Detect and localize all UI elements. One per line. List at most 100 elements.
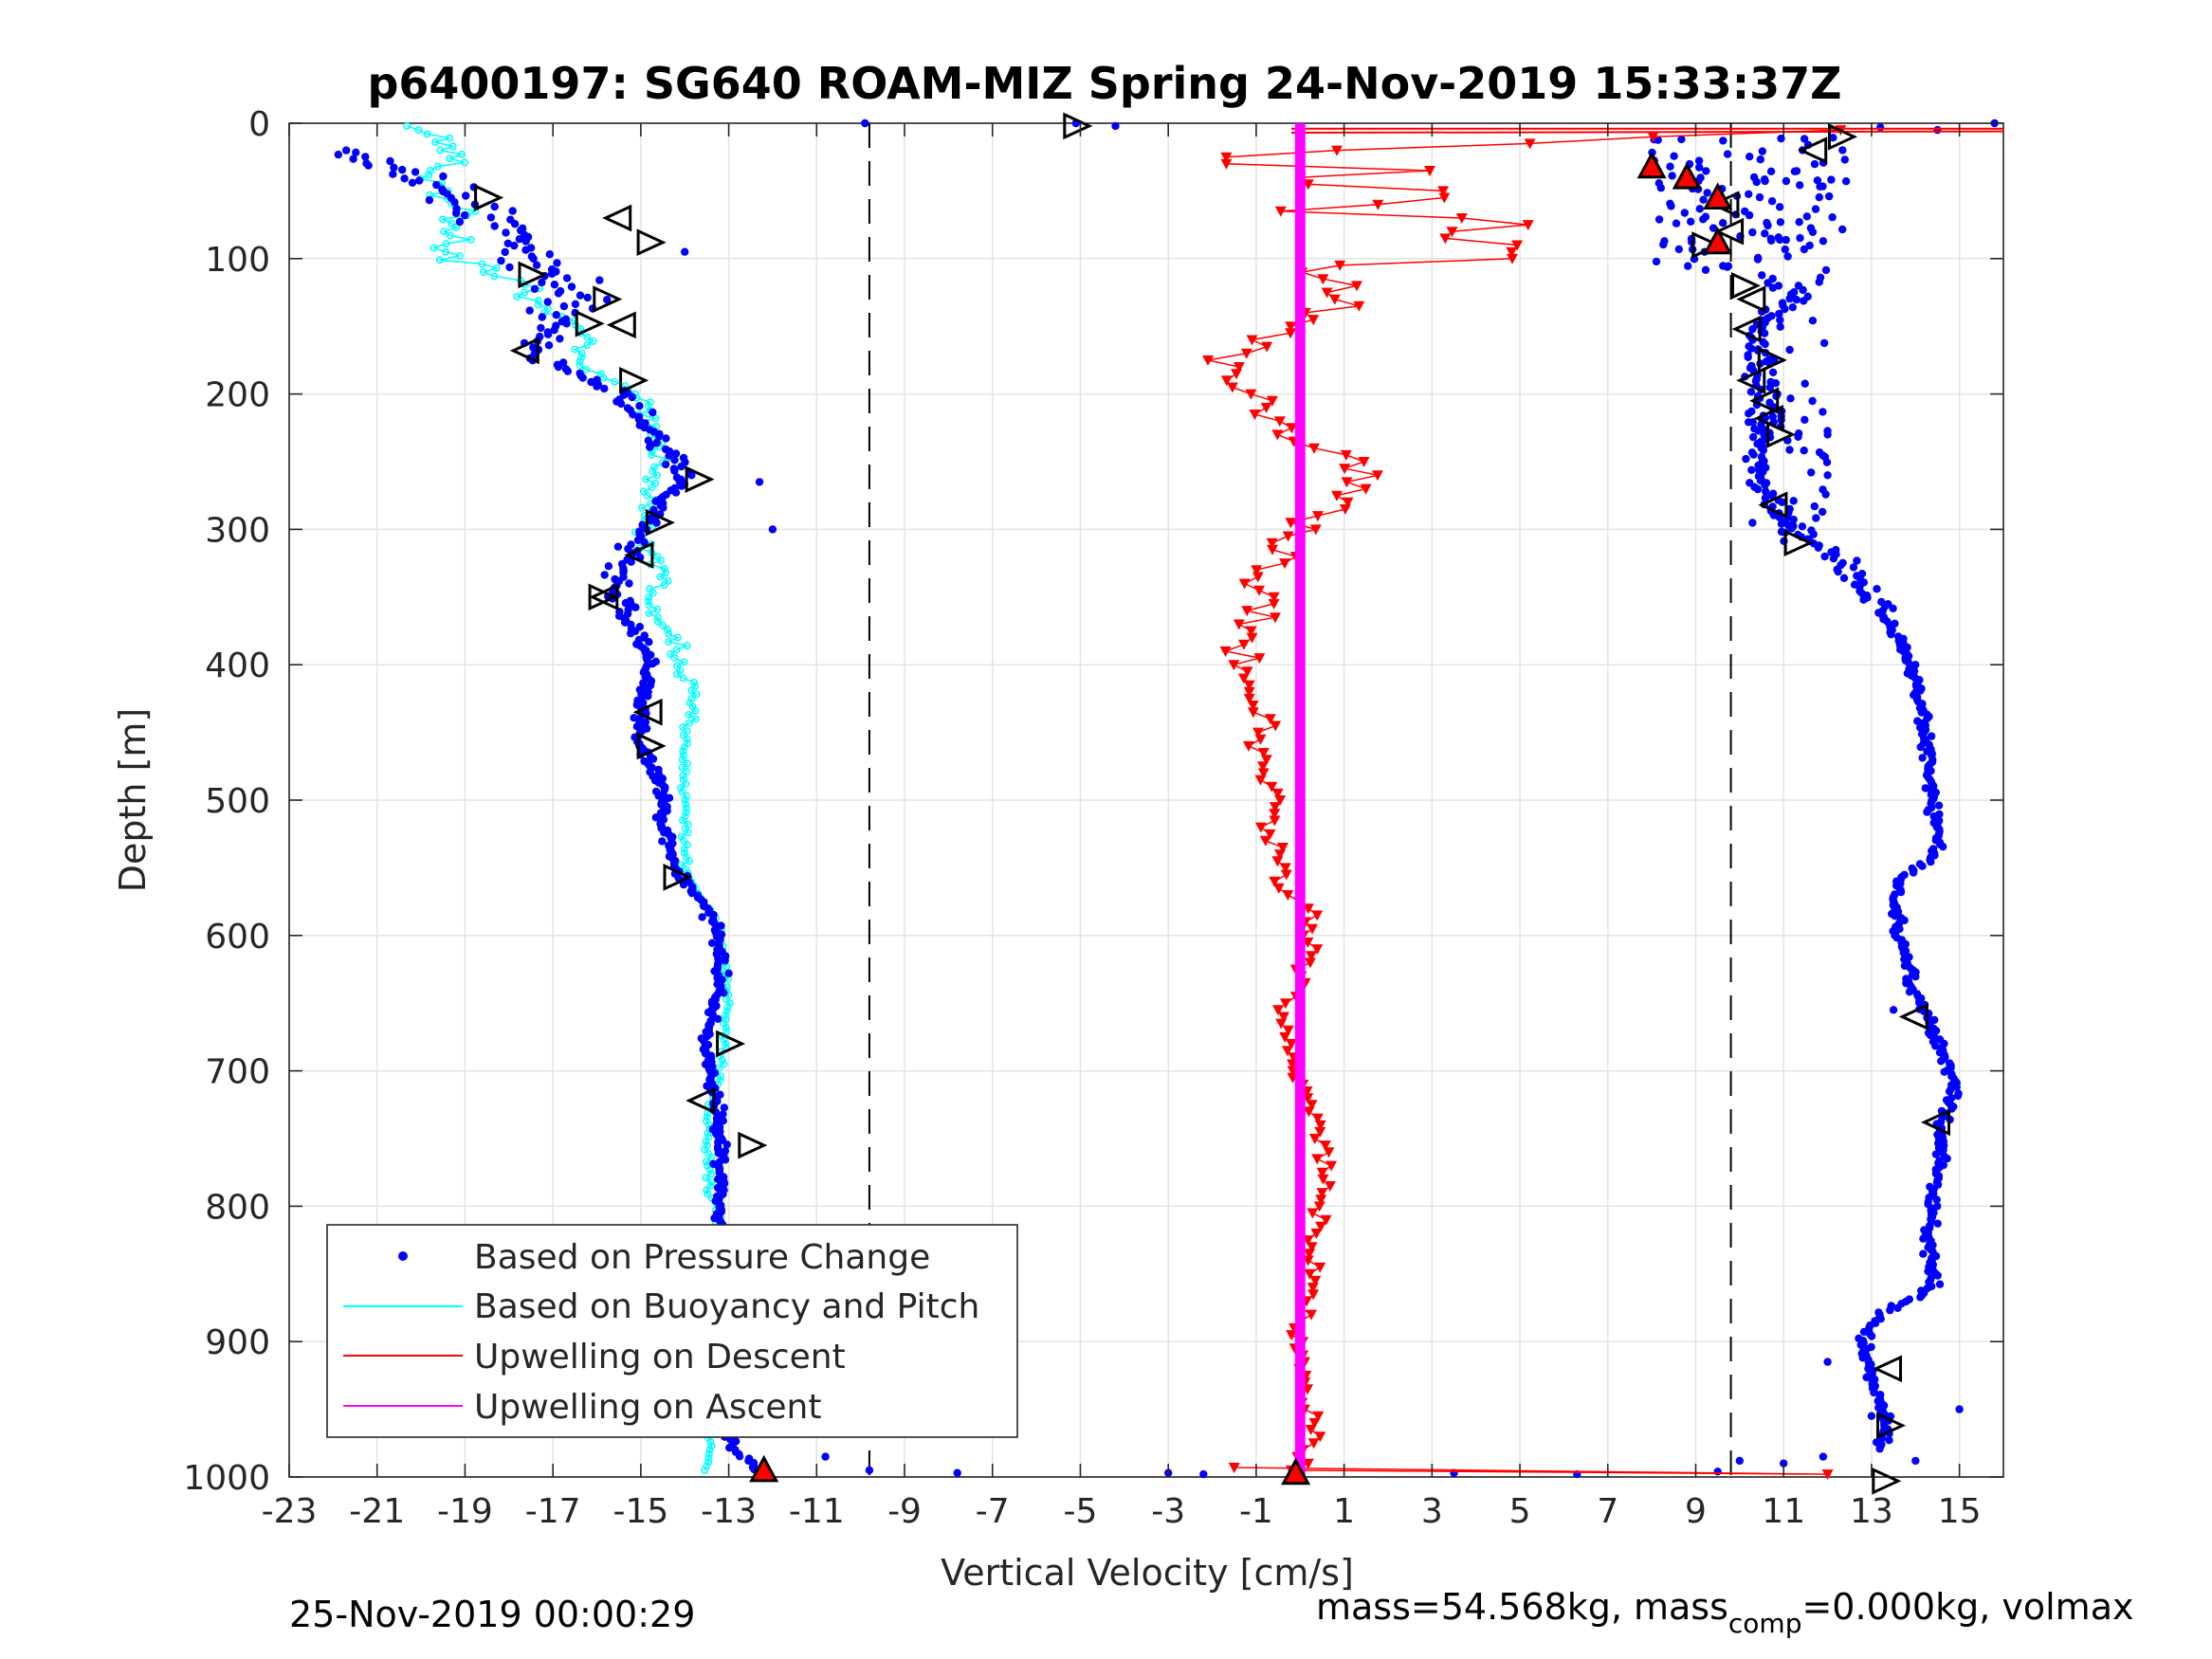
upwelling-descent-point [1277, 843, 1289, 853]
pressure-change-point [677, 462, 686, 471]
pressure-change-point [562, 274, 572, 283]
upwelling-descent-point [1315, 1194, 1327, 1206]
buoyancy-pitch-point [645, 609, 653, 617]
upwelling-descent-point [1228, 1463, 1240, 1473]
upwelling-descent-point [1306, 1309, 1317, 1321]
turn-marker-left [1898, 1003, 1929, 1030]
upwelling-descent-point [1202, 355, 1214, 366]
x-tick-label: 9 [1685, 1492, 1707, 1531]
upwelling-descent-point [1220, 158, 1233, 170]
upwelling-descent-point [1282, 890, 1294, 901]
pressure-change-point [1815, 192, 1824, 202]
pressure-change-point [450, 198, 459, 207]
pressure-change-point [1805, 241, 1814, 250]
pressure-change-point [334, 150, 342, 159]
pressure-change-point [462, 191, 470, 200]
pressure-change-point [1812, 514, 1820, 522]
pressure-change-point [364, 161, 373, 170]
pressure-change-point [451, 209, 461, 217]
pressure-change-point [1703, 189, 1711, 197]
pressure-change-point [1940, 1067, 1948, 1076]
upwelling-descent-point [1307, 315, 1320, 326]
pressure-change-point [677, 482, 686, 490]
pressure-change-point [553, 259, 561, 267]
pressure-change-point [714, 1014, 722, 1024]
pressure-change-point [559, 301, 569, 311]
pressure-change-point [505, 263, 514, 272]
pressure-change-point [1723, 150, 1732, 158]
pressure-change-point [1816, 182, 1824, 191]
pressure-change-point [649, 408, 657, 417]
buoyancy-pitch-point [702, 1158, 710, 1166]
pressure-change-point [1701, 265, 1710, 274]
pressure-change-point [1819, 338, 1829, 348]
upwelling-descent-point [1446, 227, 1458, 238]
pressure-change-point [1755, 192, 1764, 202]
pressure-change-point [722, 1140, 731, 1149]
pressure-change-point [510, 220, 520, 228]
pressure-change-point [1829, 134, 1837, 142]
buoyancy-pitch-point [706, 1437, 715, 1446]
upwelling-descent-point [1439, 233, 1452, 245]
buoyancy-pitch-point [686, 719, 694, 727]
pressure-change-point [1800, 245, 1809, 254]
upwelling-descent-point [1507, 253, 1518, 264]
upwelling-descent-point [1372, 199, 1384, 210]
upwelling-descent-point [1270, 720, 1282, 732]
pressure-change-point [1761, 339, 1769, 349]
pressure-change-point [1687, 217, 1695, 226]
pressure-change-point [1870, 1388, 1878, 1397]
upwelling-descent-point [1267, 544, 1278, 556]
pressure-change-point [1776, 316, 1784, 324]
pressure-change-outlier [1823, 471, 1832, 480]
pressure-change-point [425, 195, 434, 205]
pressure-change-point [1839, 574, 1849, 582]
buoyancy-pitch-point [681, 796, 689, 804]
pressure-change-point [1798, 522, 1807, 531]
turn-marker-left [1920, 1108, 1950, 1137]
upwelling-descent-point [1307, 1283, 1319, 1294]
upwelling-descent-point [1266, 395, 1278, 407]
upwelling-descent-point [1272, 883, 1285, 894]
pressure-change-point [1923, 808, 1931, 816]
buoyancy-pitch-point [683, 768, 691, 775]
turn-marker-left [602, 204, 632, 232]
footer-timestamp: 25-Nov-2019 00:00:29 [289, 1594, 695, 1635]
pressure-change-point [490, 202, 499, 211]
pressure-change-point [1821, 265, 1831, 275]
upwelling-descent-point [1371, 470, 1383, 482]
buoyancy-pitch-point [649, 467, 657, 475]
turn-marker-left [509, 337, 539, 365]
pressure-change-outlier [1911, 1456, 1920, 1466]
buoyancy-pitch-point [414, 126, 423, 135]
pressure-change-point [721, 956, 729, 965]
pressure-change-point [550, 281, 559, 289]
pressure-change-point [1918, 862, 1927, 870]
pressure-change-point [1782, 176, 1791, 186]
pressure-change-point [1765, 383, 1775, 392]
buoyancy-pitch-point [583, 333, 592, 341]
legend-pressure-label: Based on Pressure Change [474, 1238, 930, 1277]
buoyancy-pitch-point [442, 247, 449, 256]
pressure-change-point [671, 488, 681, 497]
pressure-change-outlier [1780, 1459, 1788, 1468]
buoyancy-pitch-point [682, 808, 690, 816]
buoyancy-pitch-point [707, 1177, 716, 1186]
pressure-change-point [1927, 857, 1935, 866]
pressure-change-point [408, 178, 417, 187]
pressure-change-outlier [1823, 430, 1832, 439]
pressure-change-point [640, 538, 649, 547]
upwelling-descent-point [1308, 1417, 1321, 1429]
buoyancy-pitch-point [446, 155, 454, 163]
pressure-change-point [530, 284, 539, 293]
upwelling-descent-point [1251, 565, 1263, 576]
pressure-change-point [1796, 181, 1804, 190]
upwelling-descent-point [1308, 443, 1320, 454]
upwelling-descent-point [1303, 1106, 1315, 1118]
pressure-change-point [1762, 357, 1771, 366]
buoyancy-pitch-point [706, 1182, 715, 1190]
pressure-change-point [1931, 1150, 1941, 1158]
pressure-change-point [1742, 454, 1750, 464]
pressure-change-point [600, 384, 609, 393]
